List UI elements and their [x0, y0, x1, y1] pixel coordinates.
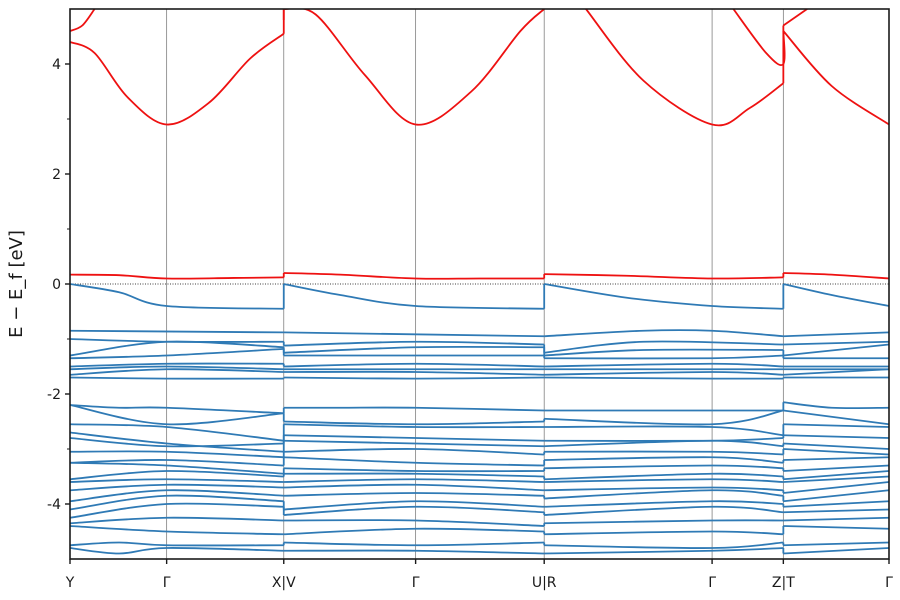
- conduction-bands: [70, 9, 889, 280]
- valence-band: [70, 470, 889, 481]
- x-axis-ticks: Y Γ X|V Γ U|R Γ Z|T Γ: [65, 559, 893, 591]
- valence-band: [70, 376, 889, 380]
- valence-band: [70, 502, 889, 519]
- conduction-band: [70, 9, 808, 67]
- valence-band: [70, 368, 889, 376]
- x-tick-label: Γ: [885, 575, 893, 591]
- y-tick-label: 4: [52, 57, 61, 73]
- valence-band: [70, 283, 889, 310]
- valence-band: [70, 401, 889, 415]
- y-axis-label: E − E_f [eV]: [6, 230, 27, 338]
- valence-band: [70, 475, 889, 483]
- x-tick-label: Y: [65, 575, 75, 591]
- valence-band: [70, 461, 889, 475]
- valence-band: [70, 340, 889, 357]
- valence-band: [70, 404, 889, 426]
- x-tick-label: U|R: [532, 575, 557, 591]
- x-tick-label: X|V: [272, 575, 296, 591]
- valence-bands: [70, 283, 889, 555]
- x-tick-label: Γ: [163, 575, 171, 591]
- valence-band: [70, 547, 889, 555]
- conduction-band: [70, 9, 889, 127]
- valence-band: [70, 437, 889, 450]
- conduction-band: [70, 272, 889, 280]
- valence-band: [70, 365, 889, 371]
- y-axis-ticks: 4 2 0 -2 -4: [47, 57, 70, 513]
- valence-band: [70, 348, 889, 360]
- valence-band: [70, 489, 889, 503]
- y-tick-label: 2: [52, 167, 61, 183]
- valence-band: [70, 541, 889, 549]
- plot-area: [70, 9, 889, 559]
- y-tick-label: -2: [47, 387, 61, 403]
- valence-band: [70, 456, 889, 467]
- valence-band: [70, 431, 889, 453]
- valence-band: [70, 448, 889, 459]
- valence-band: [70, 494, 889, 511]
- valence-band: [70, 481, 889, 494]
- x-tick-label: Γ: [708, 575, 716, 591]
- y-tick-label: -4: [47, 497, 61, 513]
- valence-band: [70, 516, 889, 527]
- valence-band: [70, 362, 889, 368]
- valence-band: [70, 329, 889, 338]
- valence-band: [70, 525, 889, 536]
- y-tick-label: 0: [52, 277, 61, 293]
- x-tick-label: Γ: [412, 575, 420, 591]
- valence-band: [70, 423, 889, 442]
- x-tick-label: Z|T: [772, 575, 795, 591]
